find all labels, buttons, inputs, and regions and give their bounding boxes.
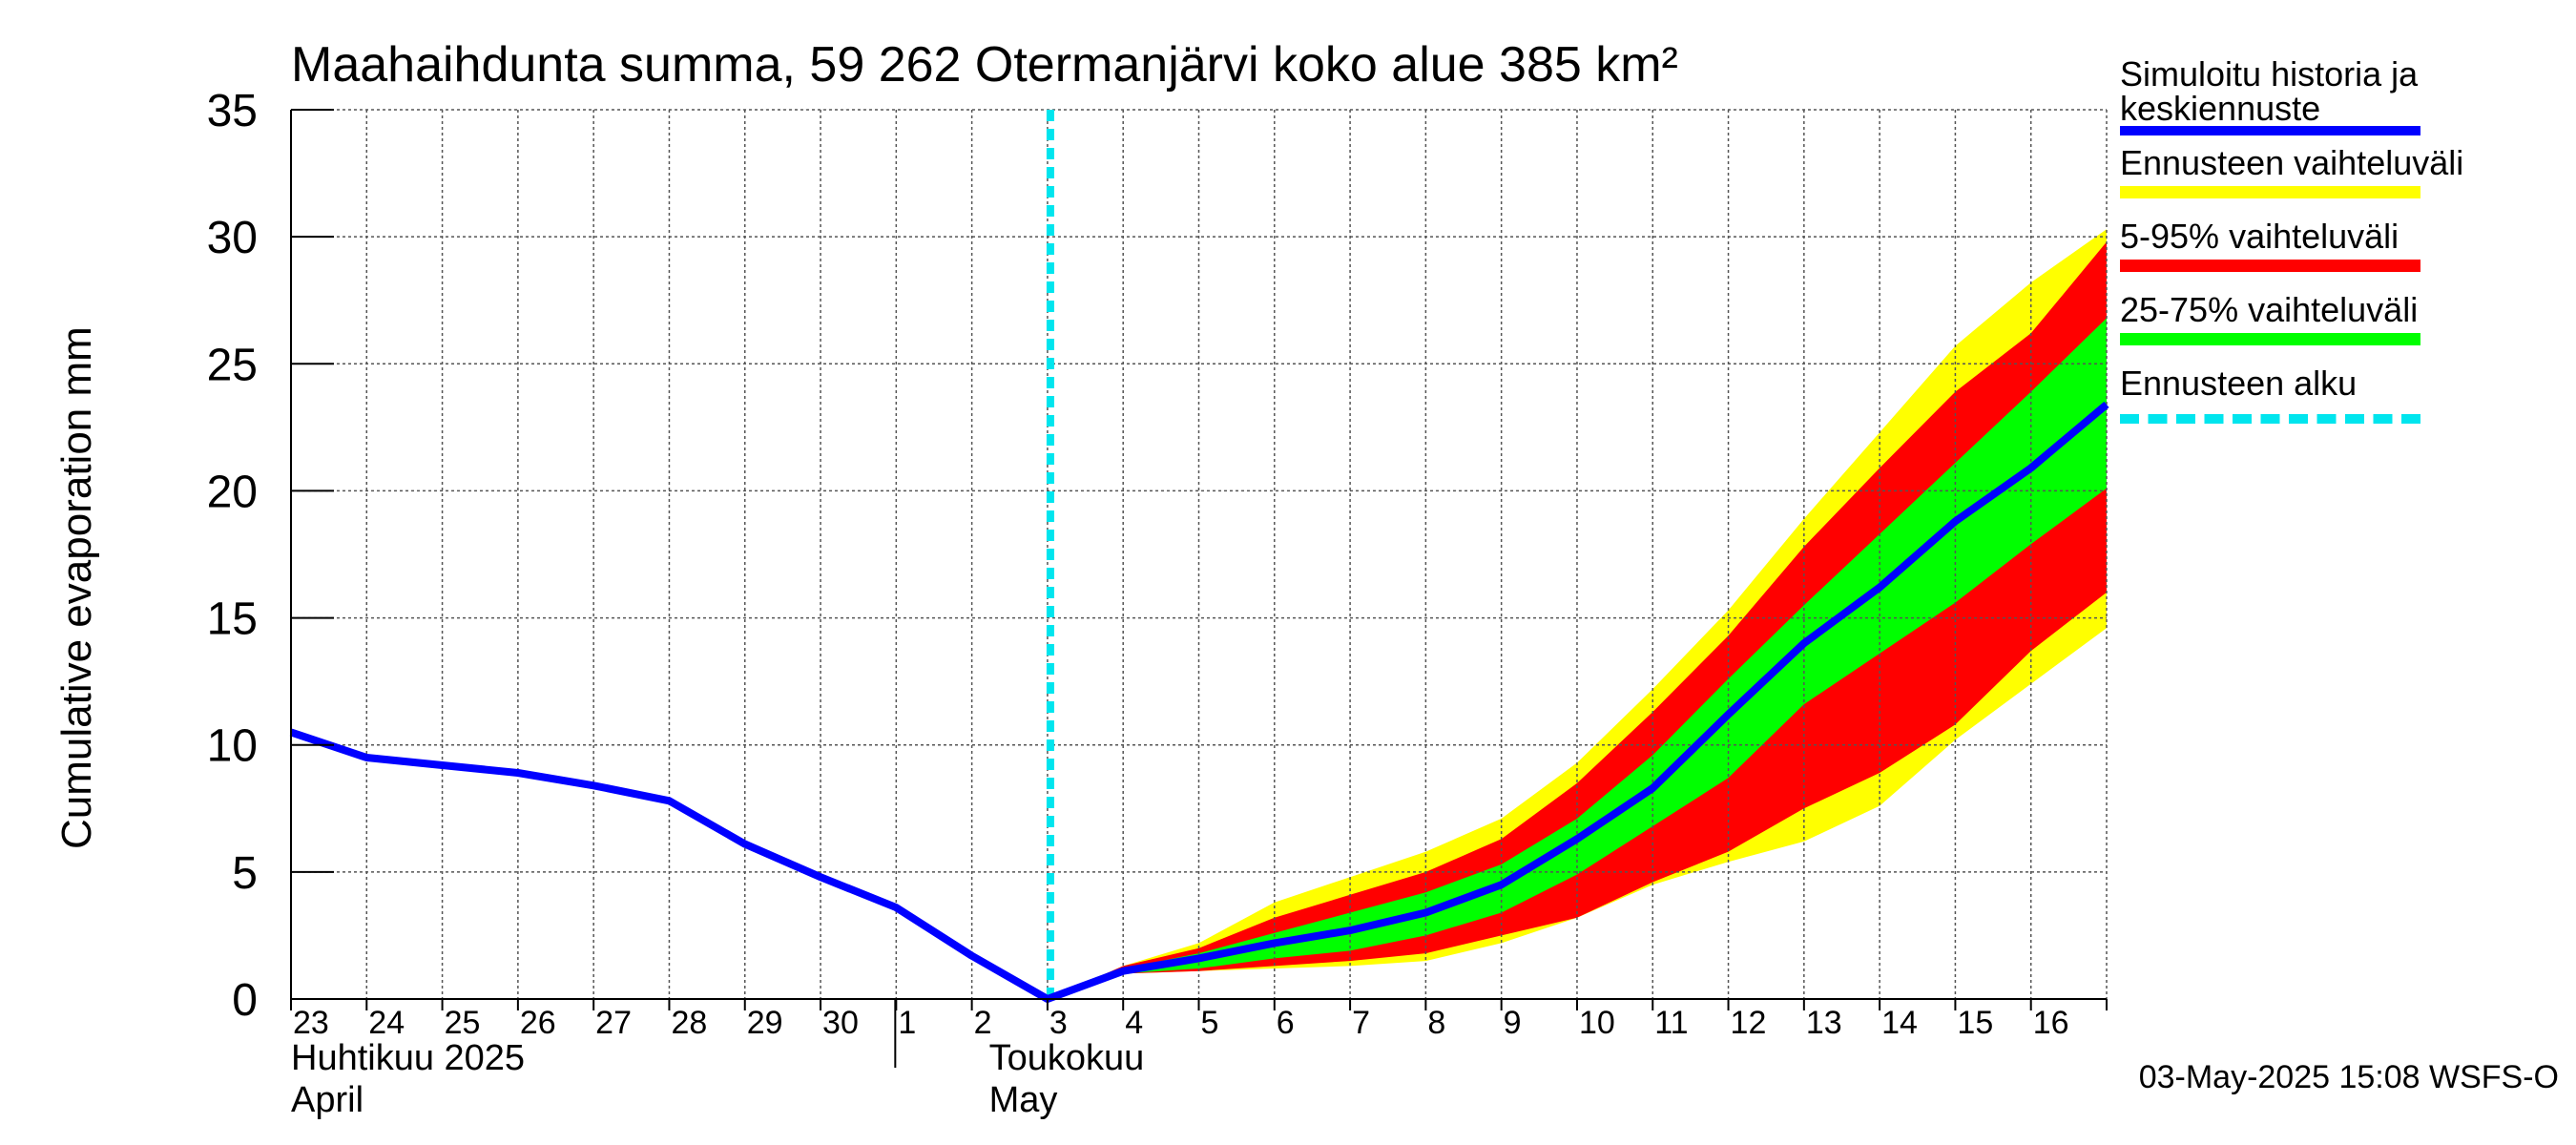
x-tick-label: 10: [1579, 1005, 1615, 1041]
axes: [290, 109, 2108, 1068]
legend-item-5-95: 5-95% vaihteluväli: [2120, 219, 2530, 293]
x-tick-label: 28: [671, 1005, 707, 1041]
legend-swatch-25-75: [2120, 333, 2420, 345]
month-label-fi: Huhtikuu 2025: [291, 1038, 525, 1078]
x-tick-label: 16: [2033, 1005, 2069, 1041]
legend: Simuloitu historia ja keskiennuste Ennus…: [2120, 57, 2530, 440]
x-tick-label: 30: [822, 1005, 859, 1041]
legend-label-median: Simuloitu historia ja keskiennuste: [2120, 54, 2419, 128]
legend-label-forecast-start: Ennusteen alku: [2120, 364, 2358, 403]
legend-swatch-forecast-start: [2120, 414, 2420, 424]
band-3: [1047, 318, 2107, 999]
x-tick-label: 23: [293, 1005, 329, 1041]
forecast-bands: [1047, 229, 2107, 999]
legend-label-5-95: 5-95% vaihteluväli: [2120, 217, 2399, 256]
x-tick-label: 13: [1806, 1005, 1842, 1041]
timestamp-footer: 03-May-2025 15:08 WSFS-O: [2138, 1059, 2559, 1095]
legend-item-25-75: 25-75% vaihteluväli: [2120, 293, 2530, 366]
legend-swatch-range: [2120, 186, 2420, 198]
legend-item-forecast-start: Ennusteen alku: [2120, 366, 2530, 440]
x-tick-label: 8: [1427, 1005, 1445, 1041]
x-tick-label: 1: [898, 1005, 916, 1041]
legend-label-range: Ennusteen vaihteluväli: [2120, 143, 2464, 182]
legend-item-range: Ennusteen vaihteluväli: [2120, 146, 2530, 219]
month-label-en: May: [989, 1080, 1058, 1120]
series-lines: [289, 110, 2109, 1003]
x-tick-label: 26: [520, 1005, 556, 1041]
x-tick-label: 2: [974, 1005, 992, 1041]
x-tick-label: 6: [1277, 1005, 1295, 1041]
x-tick-label: 4: [1125, 1005, 1143, 1041]
x-tick-label: 12: [1731, 1005, 1767, 1041]
x-tick-label: 25: [445, 1005, 481, 1041]
y-tick-label: 5: [232, 848, 258, 899]
y-tick-label: 10: [207, 721, 258, 772]
legend-item-median: Simuloitu historia ja keskiennuste: [2120, 57, 2530, 138]
x-tick-label: 29: [747, 1005, 783, 1041]
month-label-fi: Toukokuu: [989, 1038, 1145, 1078]
y-tick-label: 0: [232, 975, 258, 1026]
x-tick-label: 5: [1201, 1005, 1219, 1041]
legend-label-25-75: 25-75% vaihteluväli: [2120, 290, 2419, 329]
y-tick-label: 25: [207, 340, 258, 390]
x-tick-label: 14: [1881, 1005, 1918, 1041]
band-1: [1047, 229, 2107, 999]
x-tick-label: 7: [1352, 1005, 1370, 1041]
x-tick-label: 27: [595, 1005, 632, 1041]
x-tick-label: 24: [368, 1005, 405, 1041]
y-tick-label: 15: [207, 594, 258, 645]
chart-title: Maahaihdunta summa, 59 262 Otermanjärvi …: [291, 37, 1678, 93]
y-tick-label: 20: [207, 467, 258, 517]
x-tick-label: 15: [1957, 1005, 1993, 1041]
x-tick-label: 9: [1504, 1005, 1522, 1041]
y-axis-label: Cumulative evaporation mm: [53, 326, 100, 849]
x-tick-label: 3: [1049, 1005, 1068, 1041]
grid-lines: [291, 109, 2108, 999]
legend-swatch-median: [2120, 126, 2420, 135]
y-tick-label: 35: [207, 86, 258, 136]
legend-swatch-5-95: [2120, 260, 2420, 272]
y-tick-label: 30: [207, 213, 258, 263]
month-label-en: April: [291, 1080, 364, 1120]
series-line-median: [289, 401, 2109, 1003]
x-tick-label: 11: [1654, 1005, 1688, 1041]
